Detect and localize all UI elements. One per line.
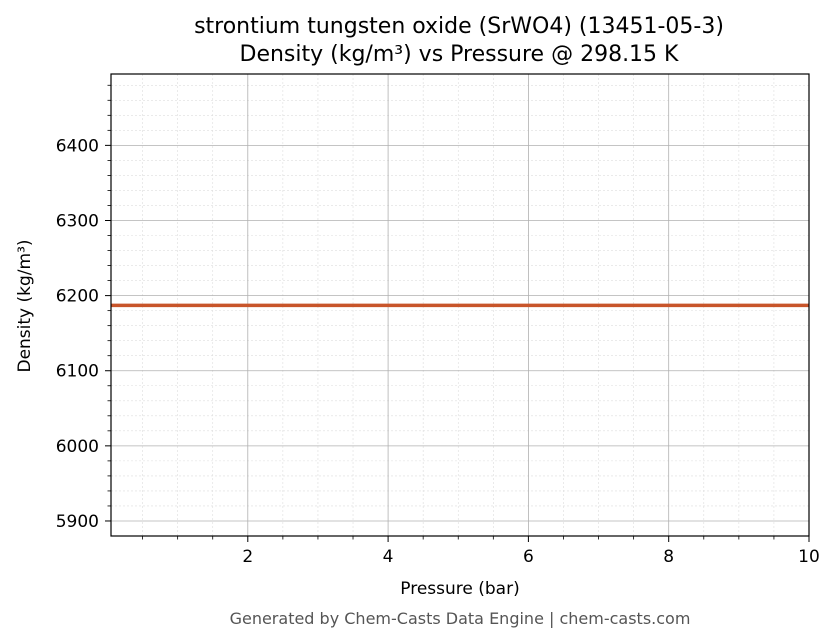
y-tick-label: 6300 <box>56 211 99 231</box>
x-tick-label: 2 <box>242 547 253 567</box>
x-axis-label: Pressure (bar) <box>400 579 519 599</box>
ticks-layer: 2 4 6 8 10 5900 6000 6100 6200 6300 6400 <box>56 84 820 567</box>
x-tick-label: 8 <box>663 547 674 567</box>
x-tick-label: 4 <box>383 547 394 567</box>
y-tick-label: 6000 <box>56 437 99 457</box>
chart-title: strontium tungsten oxide (SrWO4) (13451-… <box>194 14 724 39</box>
y-axis-label: Density (kg/m³) <box>15 239 35 372</box>
y-tick-label: 6100 <box>56 362 99 382</box>
chart-subtitle: Density (kg/m³) vs Pressure @ 298.15 K <box>240 42 680 67</box>
y-tick-label: 6400 <box>56 136 99 156</box>
plot-frame <box>110 73 810 537</box>
y-tick-label: 5900 <box>56 512 99 532</box>
minor-grid <box>111 74 809 536</box>
x-tick-label: 6 <box>523 547 534 567</box>
y-tick-label: 6200 <box>56 287 99 307</box>
x-tick-label: 10 <box>798 547 820 567</box>
footer-credit: Generated by Chem-Casts Data Engine | ch… <box>230 609 691 628</box>
